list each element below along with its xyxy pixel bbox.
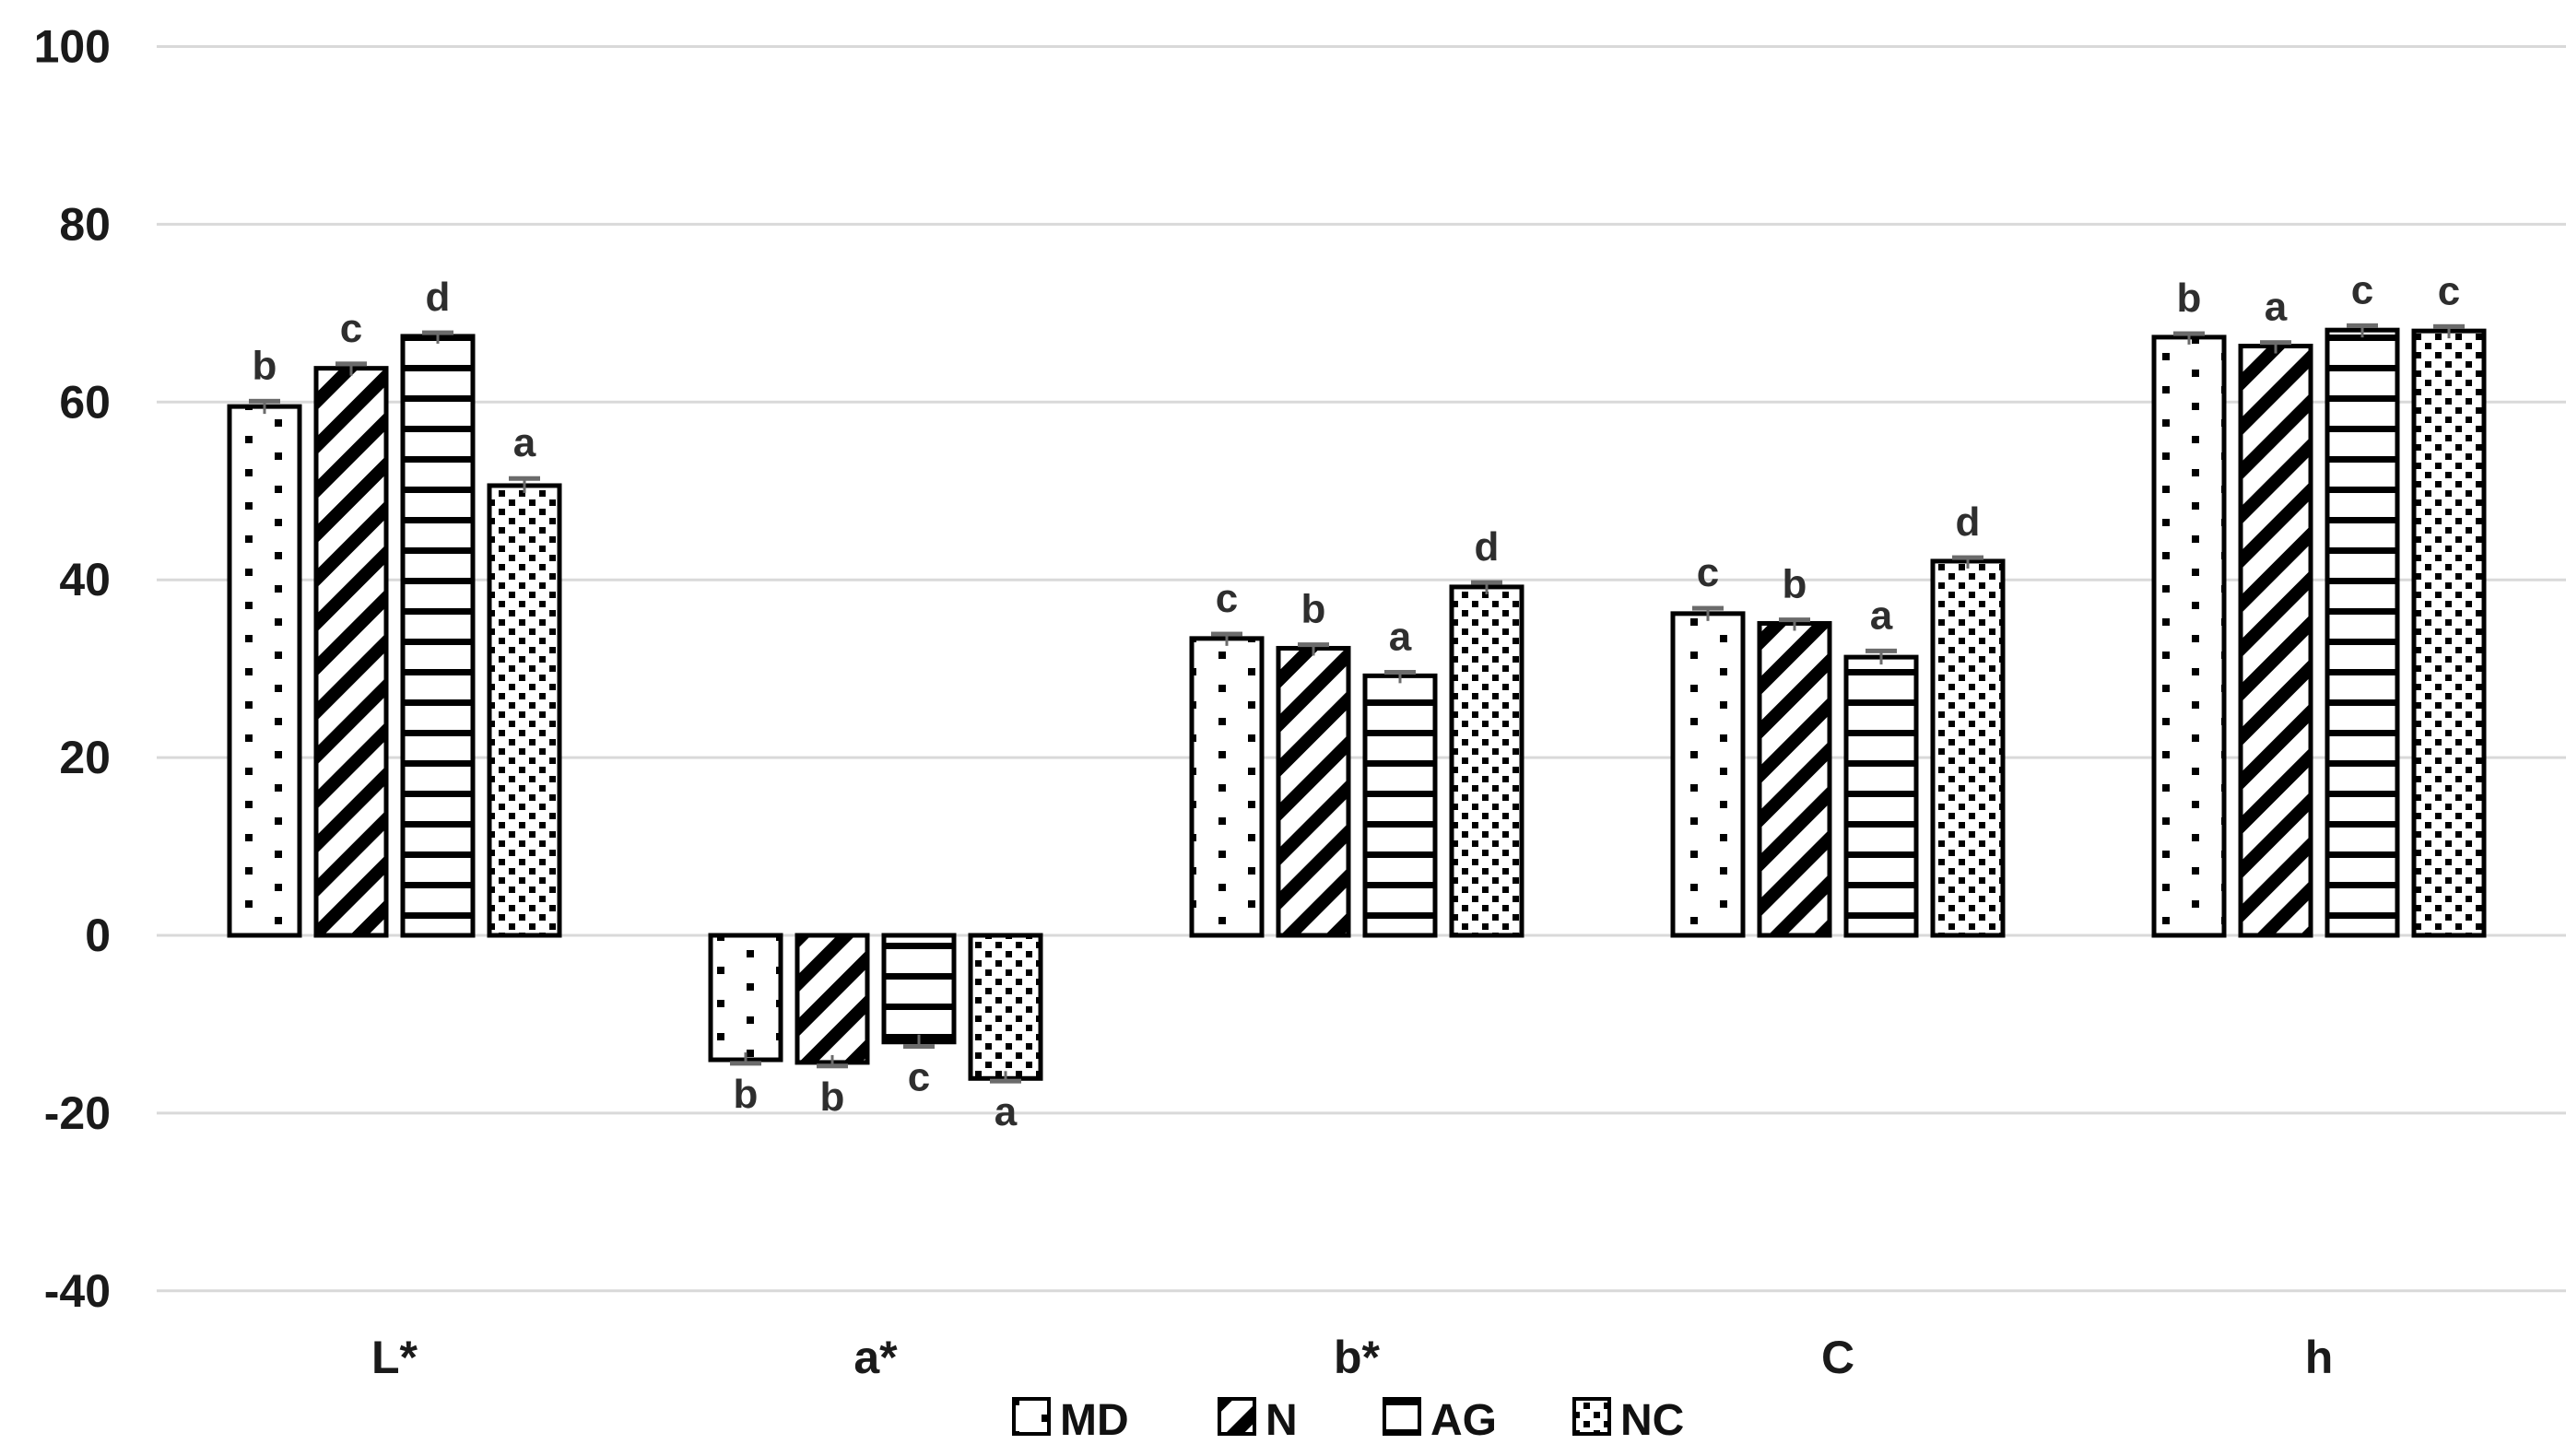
bar-C-AG (1843, 654, 1919, 938)
y-axis-tick-label: 60 (59, 376, 111, 428)
legend-item-MD: MD (1012, 1396, 1129, 1445)
legend-swatch-dense-dots (1572, 1397, 1611, 1436)
bar-bstar-N (1276, 645, 1351, 938)
error-bar-cap (2433, 323, 2465, 329)
bar-astar-NC (968, 933, 1043, 1081)
legend-swatch-horizontal-stripes (1383, 1397, 1421, 1436)
x-axis-category-label: a* (853, 1332, 898, 1383)
bars (227, 327, 2487, 1081)
legend-item-AG: AG (1383, 1396, 1497, 1445)
bar-bstar-AG (1362, 673, 1438, 938)
error-bar-cap (1866, 648, 1897, 653)
y-axis-tick-label: -20 (44, 1087, 111, 1139)
error-bar-cap (817, 1063, 848, 1069)
bar-astar-N (795, 933, 870, 1065)
significance-letter: b (734, 1072, 759, 1117)
significance-letter: b (1783, 562, 1807, 607)
error-bar-cap (903, 1044, 935, 1050)
significance-letter: a (1389, 615, 1412, 660)
bar-C-MD (1670, 611, 1746, 938)
error-bar-cap (2347, 323, 2378, 328)
significance-letter: a (1870, 593, 1893, 638)
error-bar-cap (249, 398, 280, 404)
significance-letter: d (1475, 524, 1500, 569)
error-bar-cap (422, 330, 453, 335)
bar-Lstar-N (313, 366, 389, 938)
bar-h-N (2238, 344, 2313, 938)
x-axis-category-label: C (1821, 1332, 1854, 1383)
error-bar-cap (1211, 631, 1242, 637)
x-axis-category-label: b* (1334, 1332, 1381, 1383)
x-axis-category-label: L* (371, 1332, 418, 1383)
bar-bstar-NC (1449, 584, 1524, 938)
x-axis-category-label: h (2305, 1332, 2334, 1383)
error-bar-cap (335, 361, 367, 367)
error-bar-cap (990, 1078, 1021, 1084)
significance-letter: c (1697, 550, 1719, 595)
error-bar-cap (1298, 642, 1329, 648)
y-axis-tick-labels: 100 80 60 40 20 0 -20 -40 (34, 21, 111, 1317)
bar-Lstar-NC (487, 483, 562, 938)
error-bar-cap (1471, 580, 1502, 585)
bar-Lstar-MD (227, 404, 302, 938)
significance-letter: d (1956, 499, 1981, 545)
legend: MD N AG NC (1012, 1396, 1684, 1445)
significance-letter: b (1301, 587, 1326, 632)
significance-letter: c (2351, 267, 2373, 312)
error-bar-cap (509, 476, 540, 481)
significance-letter: c (1216, 576, 1238, 621)
error-bar-cap (1779, 617, 1810, 623)
significance-letter: c (340, 306, 362, 351)
significance-letter: a (995, 1089, 1018, 1134)
error-bar-cap (1692, 605, 1724, 611)
error-bar-cap (1384, 670, 1416, 675)
legend-label: N (1265, 1396, 1298, 1445)
error-bar-cap (2173, 331, 2205, 336)
bar-astar-AG (881, 933, 957, 1045)
bar-C-N (1757, 620, 1832, 938)
error-bar-cap (2260, 340, 2291, 346)
significance-letter: b (2177, 276, 2202, 321)
y-axis-tick-label: -40 (44, 1265, 111, 1317)
significance-letter: a (513, 420, 536, 465)
y-axis-tick-label: 20 (59, 732, 111, 783)
y-axis-tick-label: 40 (59, 554, 111, 605)
legend-swatch-sparse-dots (1012, 1397, 1051, 1436)
legend-label: MD (1060, 1396, 1129, 1445)
legend-label: NC (1620, 1396, 1684, 1445)
significance-letter: d (426, 275, 451, 320)
legend-label: AG (1430, 1396, 1497, 1445)
significance-letter: c (2438, 268, 2460, 313)
bar-bstar-MD (1189, 636, 1265, 938)
significance-letter: b (253, 343, 277, 388)
bar-Lstar-AG (400, 334, 476, 938)
legend-item-N: N (1218, 1396, 1298, 1445)
y-axis-tick-label: 0 (85, 910, 111, 961)
y-axis-tick-label: 80 (59, 198, 111, 250)
bar-h-NC (2411, 328, 2487, 938)
bar-h-MD (2151, 335, 2227, 938)
legend-swatch-diagonal-stripes (1218, 1397, 1256, 1436)
significance-letter: c (908, 1055, 930, 1100)
significance-letters: b c d a b b c a c b a d c b a d b a c c (253, 267, 2461, 1134)
significance-letter: a (2265, 285, 2288, 330)
significance-letter: b (820, 1074, 845, 1120)
legend-item-NC: NC (1572, 1396, 1684, 1445)
bar-astar-MD (708, 933, 783, 1063)
error-bar-cap (730, 1061, 761, 1066)
error-bars (249, 323, 2465, 1084)
bar-h-AG (2325, 327, 2400, 938)
y-axis-tick-label: 100 (34, 21, 111, 73)
error-bar-cap (1952, 555, 1983, 560)
bar-C-NC (1930, 558, 2006, 938)
